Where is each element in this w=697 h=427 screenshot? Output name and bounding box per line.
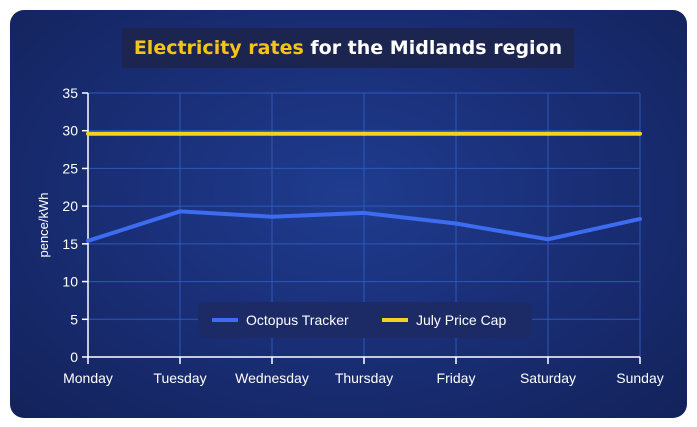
y-tick-label: 30 [62, 123, 78, 139]
data-point [362, 131, 366, 136]
x-tick-label: Saturday [520, 370, 576, 386]
data-point [86, 238, 90, 243]
data-point [86, 131, 90, 136]
x-tick-label: Wednesday [235, 370, 309, 386]
data-point [638, 216, 642, 221]
x-tick-label: Friday [437, 370, 476, 386]
data-point [178, 209, 182, 214]
data-point [270, 131, 274, 136]
x-tick-label: Sunday [616, 370, 663, 386]
y-tick-label: 0 [70, 349, 78, 365]
legend-label: July Price Cap [416, 312, 506, 328]
data-point [454, 131, 458, 136]
data-point [454, 221, 458, 226]
y-tick-label: 25 [62, 160, 78, 176]
y-tick-label: 5 [70, 311, 78, 327]
data-point [362, 210, 366, 215]
legend-label: Octopus Tracker [246, 312, 349, 328]
x-tick-label: Tuesday [153, 370, 206, 386]
y-tick-label: 15 [62, 236, 78, 252]
data-point [178, 131, 182, 136]
title-rest: for the Midlands region [303, 37, 563, 59]
title-highlight: Electricity rates [133, 37, 304, 59]
legend-box [198, 302, 532, 338]
data-point [638, 131, 642, 136]
y-axis-label: pence/kWh [36, 192, 51, 257]
x-tick-label: Thursday [335, 370, 393, 386]
chart-title: Electricity rates for the Midlands regio… [122, 28, 574, 68]
y-tick-label: 10 [62, 274, 78, 290]
y-tick-label: 35 [62, 85, 78, 101]
data-point [270, 214, 274, 219]
data-point [546, 131, 550, 136]
x-tick-label: Monday [63, 370, 113, 386]
data-point [546, 237, 550, 242]
y-tick-label: 20 [62, 198, 78, 214]
